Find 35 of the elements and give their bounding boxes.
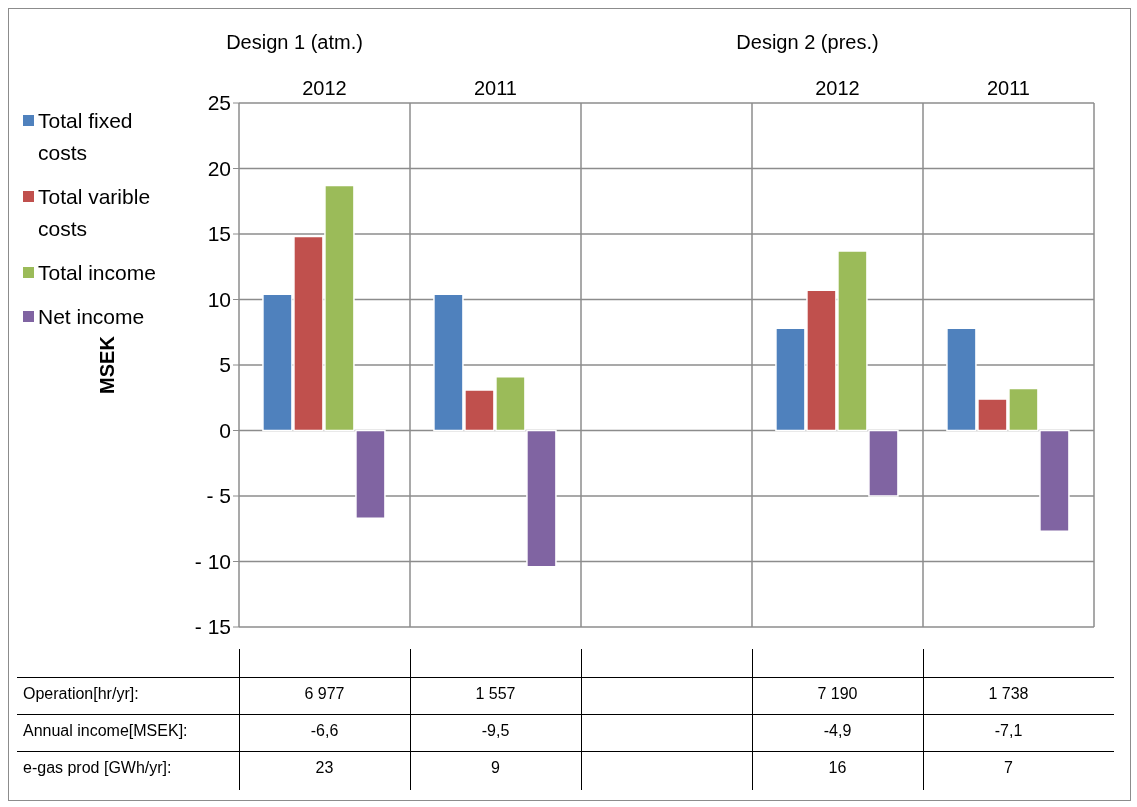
x-tick-label: 2012	[815, 77, 860, 99]
y-tick-label: 15	[207, 222, 231, 246]
text: e-gas prod [GWh/yr]:	[23, 759, 172, 777]
text: 9	[490, 759, 501, 777]
text: 16	[827, 759, 848, 777]
x-tick-label: 2011	[473, 77, 518, 99]
x-tick-label: 2012	[302, 77, 347, 99]
text: 6 977	[303, 685, 346, 703]
text: 1 738	[987, 685, 1030, 703]
text: Operation[hr/yr]:	[23, 685, 139, 703]
text: -9,5	[480, 722, 511, 740]
legend-label: Net income	[38, 304, 146, 330]
text: -4,9	[822, 722, 853, 740]
text: -6,6	[309, 722, 340, 740]
text: Design 1 (atm.)	[225, 31, 364, 54]
y-tick-label: 25	[207, 91, 231, 115]
y-tick-label: - 15	[194, 615, 231, 639]
text: Annual income[MSEK]:	[23, 722, 188, 740]
legend-label: Total income	[38, 260, 157, 286]
y-tick-label: - 10	[194, 549, 231, 573]
text: Design 2 (pres.)	[735, 31, 880, 54]
y-tick-label: 20	[207, 156, 231, 180]
y-tick-label: - 5	[206, 484, 231, 508]
text: 23	[314, 759, 335, 777]
text: 7 190	[816, 685, 859, 703]
y-tick-label: 10	[207, 287, 231, 311]
x-tick-label: 2011	[986, 77, 1031, 99]
y-tick-label: 0	[219, 418, 231, 442]
y-tick-label: 5	[219, 353, 231, 377]
legend-label: Total varible costs	[38, 184, 152, 242]
text: -7,1	[993, 722, 1024, 740]
text: 7	[1003, 759, 1014, 777]
text: 1 557	[474, 685, 517, 703]
y-axis-title: MSEK	[96, 335, 119, 394]
legend-label: Total fixed costs	[38, 108, 134, 166]
